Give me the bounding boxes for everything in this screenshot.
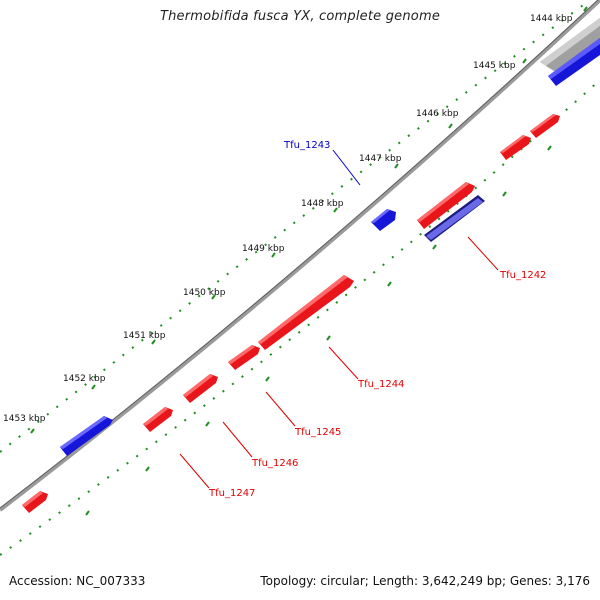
callout-line-tfu1247: [179, 453, 210, 489]
callout-line-tfu1245: [265, 391, 296, 427]
tick-label-1449: 1449 kbp: [242, 244, 285, 254]
tick-label-1451: 1451 kbp: [123, 331, 166, 341]
accession-label: Accession: NC_007333: [9, 574, 146, 588]
map-title: Thermobifida fusca YX, complete genome: [159, 9, 441, 24]
tick-label-1446: 1446 kbp: [416, 109, 459, 119]
tick-label-1447: 1447 kbp: [359, 154, 402, 164]
gene-grey-block: [540, 18, 600, 72]
tick-label-1453: 1453 kbp: [3, 414, 46, 424]
genome-summary: Topology: circular; Length: 3,642,249 bp…: [260, 574, 590, 588]
gene-tfu1243[interactable]: [371, 209, 396, 231]
callout-line-tfu1243: [332, 149, 361, 186]
label-tfu1245: Tfu_1245: [294, 427, 341, 438]
label-tfu1247: Tfu_1247: [208, 488, 255, 499]
tick-label-1448: 1448 kbp: [301, 199, 344, 209]
gene-tfu1246[interactable]: [183, 374, 218, 403]
tick-label-1452: 1452 kbp: [63, 374, 106, 384]
tick-label-1450: 1450 kbp: [183, 288, 226, 298]
gene-tfu1245[interactable]: [228, 345, 260, 370]
gene-tfu1242[interactable]: [417, 182, 475, 229]
gene-tfu1247[interactable]: [143, 407, 173, 432]
gene-tfu1242-outline[interactable]: [424, 195, 485, 242]
label-tfu1242: Tfu_1242: [499, 270, 546, 281]
gene-forward-b[interactable]: [500, 135, 531, 160]
callout-line-tfu1246: [222, 421, 253, 458]
label-tfu1246: Tfu_1246: [251, 458, 298, 469]
inner-ticks: [85, 145, 552, 516]
gene-tfu1244[interactable]: [258, 275, 354, 350]
gene-reverse-left[interactable]: [60, 416, 113, 456]
tick-label-1445: 1445 kbp: [473, 61, 516, 71]
gene-forward-bottom-left[interactable]: [22, 491, 48, 513]
callout-line-tfu1244: [328, 346, 359, 380]
outer-ticks: [30, 6, 588, 434]
tick-label-1444: 1444 kbp: [530, 14, 573, 24]
label-tfu1243: Tfu_1243: [283, 140, 330, 151]
label-tfu1244: Tfu_1244: [357, 379, 404, 390]
gene-forward-a[interactable]: [530, 114, 560, 138]
genome-backbone: [0, 0, 600, 512]
gene-reverse-top-right: [548, 38, 600, 86]
callout-line-tfu1242: [467, 236, 499, 271]
